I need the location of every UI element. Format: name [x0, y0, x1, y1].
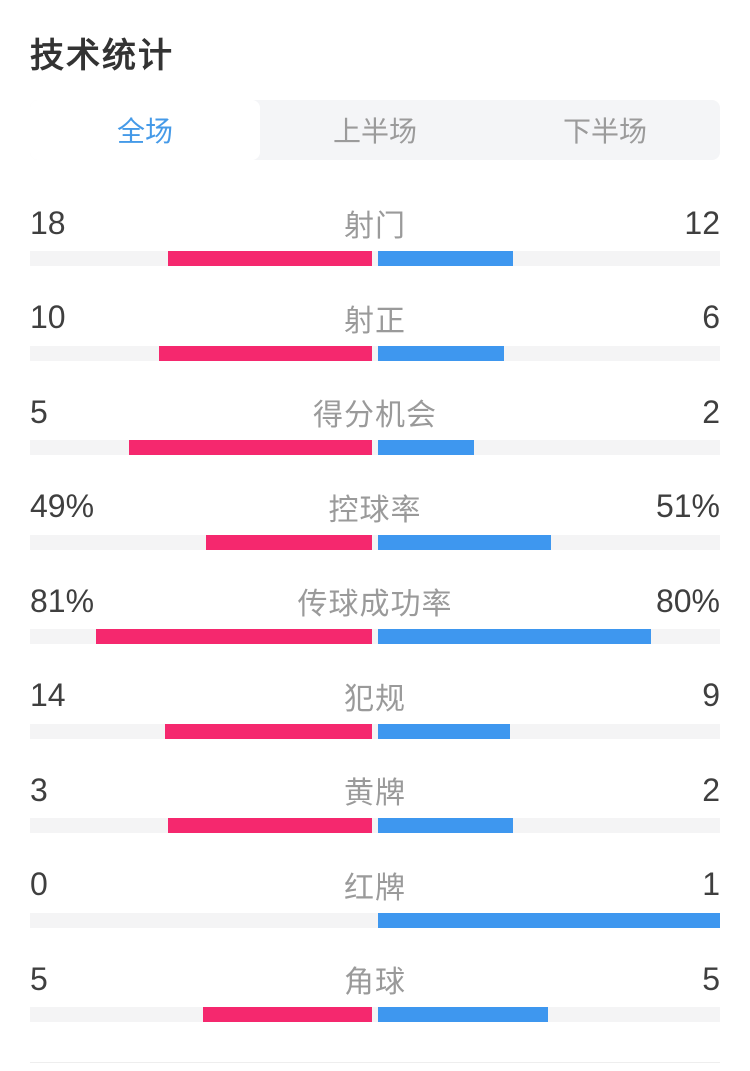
away-value: 80%	[655, 582, 720, 619]
away-value: 9	[702, 677, 720, 713]
home-bar	[202, 1007, 372, 1022]
home-bar	[168, 251, 372, 266]
stat-row: 3 黄牌 2	[30, 762, 720, 857]
home-bar	[205, 534, 372, 550]
stat-bar-track	[30, 440, 720, 455]
stat-label: 黄牌	[344, 777, 406, 810]
stat-label: 角球	[344, 966, 406, 999]
stat-label: 射正	[344, 304, 406, 338]
stat-bar-track	[30, 345, 720, 361]
away-bar	[378, 251, 513, 266]
stat-row: 5 角球 5	[30, 951, 720, 1046]
stat-row: 5 得分机会 2	[30, 384, 720, 479]
stat-row: 81% 传球成功率 80%	[30, 573, 720, 668]
home-value: 10	[30, 299, 66, 335]
tab-full-match[interactable]: 全场	[30, 100, 260, 160]
away-bar	[378, 440, 474, 455]
home-value: 14	[30, 677, 66, 713]
stat-label: 得分机会	[313, 399, 437, 432]
tab-second-half[interactable]: 下半场	[562, 116, 647, 147]
stat-bar-track	[30, 912, 720, 928]
away-bar	[378, 912, 720, 928]
home-value: 3	[30, 771, 48, 808]
home-bar	[165, 723, 372, 739]
home-value: 5	[30, 393, 48, 430]
stat-row: 49% 控球率 51%	[30, 479, 720, 574]
home-bar	[168, 818, 372, 833]
stat-row: 10 射正 6	[30, 290, 720, 385]
stats-list: 18 射门 12 10 射正 6 5 得分机会	[30, 195, 720, 1046]
away-value: 12	[684, 204, 720, 241]
home-value: 81%	[30, 582, 95, 619]
stat-row: 14 犯规 9	[30, 668, 720, 763]
stat-row: 0 红牌 1	[30, 857, 720, 952]
stat-bar-track	[30, 629, 720, 644]
away-bar	[378, 345, 505, 361]
home-bar	[128, 440, 372, 455]
away-bar	[378, 534, 551, 550]
away-value: 51%	[655, 488, 720, 524]
stat-label: 红牌	[344, 871, 406, 905]
home-bar	[95, 629, 372, 644]
home-value: 18	[30, 204, 66, 241]
away-value: 1	[702, 866, 720, 902]
away-value: 2	[702, 393, 720, 430]
away-value: 6	[702, 299, 720, 335]
away-bar	[378, 818, 513, 833]
stat-bar-track	[30, 534, 720, 550]
away-value: 2	[702, 771, 720, 808]
tab-bar: 全场 上半场 下半场	[30, 100, 720, 160]
stat-bar-track	[30, 723, 720, 739]
stat-label: 射门	[344, 210, 406, 243]
home-value: 5	[30, 960, 48, 997]
stat-label: 犯规	[344, 682, 406, 716]
away-bar	[378, 1007, 548, 1022]
away-value: 5	[702, 960, 720, 997]
bottom-divider	[30, 1062, 720, 1063]
away-bar	[378, 723, 510, 739]
away-bar	[378, 629, 651, 644]
stat-bar-track	[30, 818, 720, 833]
stat-bar-track	[30, 1007, 720, 1022]
stat-label: 传球成功率	[297, 588, 453, 621]
tab-first-half[interactable]: 上半场	[332, 116, 417, 147]
page-title: 技术统计	[30, 37, 174, 75]
stat-row: 18 射门 12	[30, 195, 720, 290]
home-value: 49%	[30, 488, 95, 524]
home-bar	[159, 345, 372, 361]
home-value: 0	[30, 866, 48, 902]
stat-label: 控球率	[328, 493, 422, 527]
stat-bar-track	[30, 251, 720, 266]
